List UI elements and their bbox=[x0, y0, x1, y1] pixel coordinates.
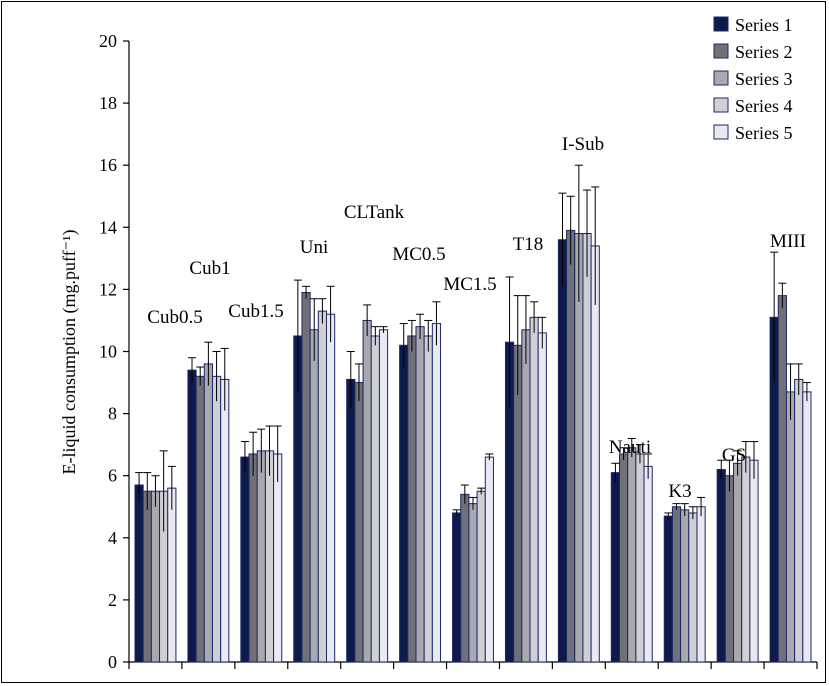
bar bbox=[195, 375, 205, 663]
bar bbox=[167, 487, 177, 663]
y-tick-label: 16 bbox=[99, 155, 117, 175]
bar bbox=[240, 456, 250, 663]
bar bbox=[399, 344, 409, 663]
bar bbox=[460, 493, 470, 663]
category-label: Cub1 bbox=[189, 258, 230, 279]
bar bbox=[635, 453, 645, 663]
category-label: Cub1.5 bbox=[228, 301, 283, 322]
legend-swatch bbox=[713, 43, 729, 59]
bar bbox=[627, 447, 637, 663]
bar bbox=[484, 456, 494, 663]
bar bbox=[256, 450, 266, 663]
bar bbox=[134, 484, 144, 663]
y-tick-label: 6 bbox=[108, 466, 117, 486]
bar bbox=[741, 456, 751, 663]
legend-swatch bbox=[713, 124, 729, 140]
legend-label: Series 2 bbox=[735, 42, 793, 62]
bar bbox=[794, 378, 804, 663]
bar bbox=[150, 490, 161, 663]
bar bbox=[716, 468, 726, 663]
bar bbox=[264, 450, 275, 663]
bar bbox=[203, 363, 213, 663]
legend-label: Series 4 bbox=[735, 96, 793, 116]
y-tick-label: 2 bbox=[108, 590, 117, 610]
bars-layer bbox=[134, 229, 812, 663]
bar bbox=[476, 490, 486, 663]
bar bbox=[370, 335, 380, 663]
bar bbox=[248, 453, 258, 663]
legend-label: Series 3 bbox=[735, 69, 793, 89]
y-tick-label: 8 bbox=[108, 404, 117, 424]
legend-swatch bbox=[713, 97, 729, 113]
legend-label: Series 1 bbox=[735, 15, 793, 35]
bar bbox=[582, 233, 592, 663]
y-axis-title: E-liquid consumption (mg.puff⁻¹) bbox=[59, 229, 80, 474]
y-tick-label: 20 bbox=[99, 31, 117, 51]
category-label: CLTank bbox=[344, 202, 405, 223]
bar bbox=[733, 462, 743, 663]
bar bbox=[688, 512, 698, 663]
bar bbox=[590, 245, 600, 663]
bar bbox=[187, 369, 197, 663]
y-tick-label: 18 bbox=[99, 93, 117, 113]
bar bbox=[785, 391, 796, 663]
bar bbox=[521, 329, 531, 663]
bar bbox=[354, 382, 364, 663]
bar bbox=[749, 459, 759, 663]
bar bbox=[309, 329, 319, 663]
category-label: K3 bbox=[668, 481, 691, 502]
bar bbox=[777, 295, 787, 663]
bar bbox=[362, 319, 372, 663]
bar bbox=[680, 509, 690, 663]
bar bbox=[537, 332, 547, 663]
bar bbox=[273, 453, 283, 663]
category-label: T18 bbox=[513, 234, 544, 255]
bar bbox=[643, 465, 653, 663]
y-tick-label: 14 bbox=[99, 217, 117, 237]
legend-label: Series 5 bbox=[735, 123, 793, 143]
bar bbox=[452, 512, 462, 663]
bar bbox=[468, 503, 478, 663]
bar bbox=[415, 326, 425, 663]
bar bbox=[529, 316, 539, 663]
error-bars-layer bbox=[135, 164, 811, 532]
bar bbox=[220, 378, 230, 663]
bar bbox=[566, 229, 576, 663]
bar bbox=[696, 506, 706, 663]
y-tick-label: 0 bbox=[108, 652, 117, 672]
legend-swatch bbox=[713, 70, 729, 86]
category-label: I-Sub bbox=[562, 134, 604, 155]
category-label: MC0.5 bbox=[392, 244, 445, 265]
bar bbox=[618, 453, 629, 663]
category-label: GS bbox=[722, 445, 746, 466]
bar bbox=[211, 375, 222, 663]
legend-swatch bbox=[713, 16, 729, 32]
category-label: Nauti bbox=[609, 437, 651, 458]
bar bbox=[346, 378, 356, 663]
bar bbox=[142, 490, 152, 663]
bar bbox=[431, 323, 442, 663]
bar bbox=[802, 391, 812, 663]
y-tick-label: 12 bbox=[99, 279, 117, 299]
bar bbox=[610, 472, 620, 663]
y-tick-label: 4 bbox=[108, 528, 117, 548]
bar bbox=[557, 239, 568, 663]
category-label: MC1.5 bbox=[443, 274, 496, 295]
bar bbox=[407, 335, 417, 663]
bar bbox=[671, 506, 682, 663]
bar bbox=[326, 313, 336, 663]
bar bbox=[423, 335, 433, 663]
bar bbox=[301, 292, 311, 663]
legend: Series 1 Series 2 Series 3 Series 4 Series 5 bbox=[713, 15, 793, 143]
category-label: Uni bbox=[300, 237, 329, 258]
category-label: Cub0.5 bbox=[147, 307, 202, 328]
bar bbox=[317, 310, 328, 663]
bar bbox=[378, 329, 389, 663]
group-labels-layer: Cub0.5 Cub1 Cub1.5 Uni CLTank MC0.5 MC1.5 T18 I-… bbox=[147, 134, 806, 502]
bar bbox=[724, 475, 735, 663]
bar bbox=[663, 515, 673, 663]
y-tick-label: 10 bbox=[99, 342, 117, 362]
category-label: MIII bbox=[770, 231, 806, 252]
